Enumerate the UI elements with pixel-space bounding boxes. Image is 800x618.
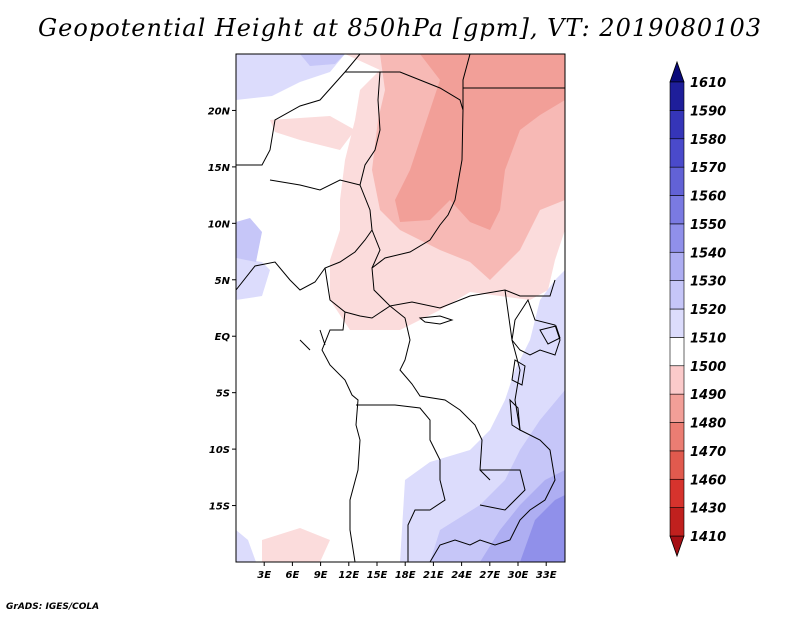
chart-title: Geopotential Height at 850hPa [gpm], VT:…	[38, 14, 762, 42]
colorbar-segment	[669, 280, 685, 310]
colorbar-label: 1470	[690, 445, 726, 460]
y-tick-label: 20N	[208, 106, 231, 117]
colorbar-low-extend	[669, 535, 685, 558]
colorbar-segment	[669, 251, 685, 281]
colorbar-segment	[669, 110, 685, 140]
country-borders	[236, 54, 565, 562]
field-contour-nw-blue	[236, 54, 345, 100]
map-field	[236, 54, 565, 562]
x-axis: 3E 6E 9E 12E 15E 18E 21E 24E 27E 30E 33E	[257, 562, 557, 581]
x-tick-label: 33E	[536, 570, 557, 581]
x-tick-label: 18E	[395, 570, 416, 581]
colorbar-segment	[669, 195, 685, 225]
field-contour-1480	[395, 54, 565, 230]
colorbar: 1410 1430 1460 1470 1480 1490 1500 1510 1520 1530…	[669, 60, 726, 558]
colorbar-high-extend	[669, 60, 685, 83]
colorbar-segment	[669, 422, 685, 452]
colorbar-label: 1510	[690, 331, 726, 346]
credit-text: GrADS: IGES/COLA	[6, 602, 100, 612]
colorbar-label: 1560	[690, 190, 726, 205]
y-tick-label: 5S	[216, 389, 230, 400]
x-tick-label: 24E	[451, 570, 472, 581]
colorbar-label: 1480	[690, 417, 726, 432]
colorbar-label: 1520	[690, 303, 726, 318]
colorbar-label: 1500	[690, 360, 726, 375]
field-contour-sw-blue	[236, 530, 256, 562]
y-tick-label: 10N	[208, 219, 231, 230]
x-tick-label: 21E	[423, 570, 444, 581]
field-contour-wcoast-blue	[236, 218, 262, 262]
y-axis: 20N 15N 10N 5N EQ 5S 10S 15S	[208, 106, 236, 513]
colorbar-segment	[669, 507, 685, 537]
colorbar-segment	[669, 365, 685, 395]
x-tick-label: 27E	[479, 570, 500, 581]
colorbar-label: 1570	[690, 161, 726, 176]
colorbar-label: 1530	[690, 275, 726, 290]
x-tick-label: 12E	[338, 570, 359, 581]
colorbar-label: 1490	[690, 388, 726, 403]
x-tick-label: 30E	[508, 570, 529, 581]
colorbar-segment	[669, 337, 685, 367]
colorbar-label: 1460	[690, 473, 726, 488]
y-tick-label: EQ	[215, 332, 231, 343]
colorbar-label: 1550	[690, 218, 726, 233]
lakes	[418, 315, 561, 431]
field-contour-north-blue	[300, 54, 345, 66]
colorbar-label: 1610	[690, 76, 726, 91]
colorbar-segment	[669, 166, 685, 196]
colorbar-segment	[669, 223, 685, 253]
colorbar-segment	[669, 138, 685, 168]
field-contour-south-pink	[262, 528, 330, 562]
colorbar-segment	[669, 308, 685, 338]
field-contour-west-blue	[236, 258, 270, 300]
colorbar-label: 1590	[690, 104, 726, 119]
x-tick-label: 15E	[367, 570, 388, 581]
plot-frame	[235, 53, 566, 563]
y-tick-label: 10S	[209, 445, 230, 456]
x-tick-label: 6E	[286, 570, 300, 581]
y-tick-label: 5N	[215, 276, 231, 287]
colorbar-segment	[669, 478, 685, 508]
field-contour-1550-south	[520, 495, 565, 562]
colorbar-label: 1410	[690, 530, 726, 545]
x-tick-label: 3E	[257, 570, 271, 581]
colorbar-label: 1580	[690, 133, 726, 148]
colorbar-label: 1540	[690, 246, 726, 261]
y-tick-label: 15S	[209, 502, 230, 513]
x-tick-label: 9E	[314, 570, 328, 581]
colorbar-label: 1430	[690, 502, 726, 517]
colorbar-segment	[669, 81, 685, 111]
colorbar-segment	[669, 450, 685, 480]
y-tick-label: 15N	[208, 163, 231, 174]
field-contour-1500-mid	[270, 116, 355, 150]
colorbar-segment	[669, 393, 685, 423]
